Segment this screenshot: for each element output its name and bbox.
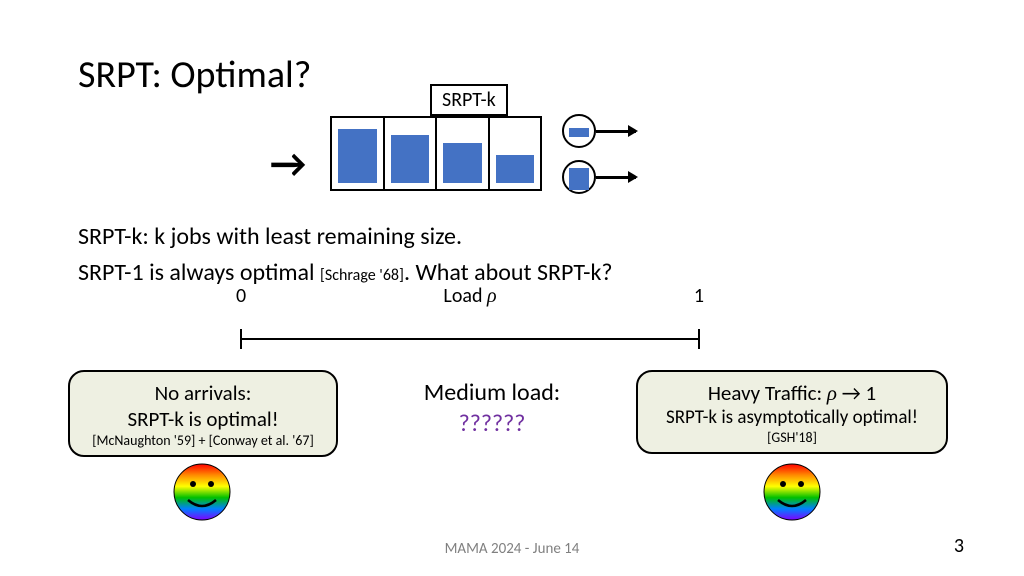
axis-line [240,338,700,340]
arrow-out-icon [596,130,636,133]
arrow-out-icon [596,176,636,179]
axis-tick [240,329,242,349]
callout-line: No arrivals: [80,380,326,406]
citation: [GSH'18] [648,429,936,446]
question-marks: ?????? [392,409,592,438]
callout-line: SRPT-k is optimal! [80,406,326,432]
text: Medium load: [392,378,592,407]
footer-text: MAMA 2024 - June 14 [445,540,580,558]
text: Heavy Traffic: [708,380,827,406]
queue-diagram: SRPT-k → [280,90,710,210]
axis-tick-label-1: 1 [694,284,704,308]
axis-tick [698,329,700,349]
page-number: 3 [954,534,964,558]
text: → 1 [837,380,876,406]
queue-bar [443,143,482,183]
rho-symbol: ρ [827,382,837,406]
slide-title: SRPT: Optimal? [78,52,311,98]
body-line-1: SRPT-k: k jobs with least remaining size… [78,222,462,251]
citation: [McNaughton '59] + [Conway et al. '67] [80,432,326,449]
callout-line: SRPT-k is asymptotically optimal! [648,406,936,429]
arrow-in-icon: → [270,144,306,184]
server-chip [569,168,589,190]
smiley-icon [762,462,822,522]
queue-bar [496,155,535,183]
queue-slot [488,118,541,189]
load-axis: 0 Load ρ 1 [240,312,700,340]
axis-tick-label-0: 0 [236,284,246,308]
server-top [562,114,596,148]
callout-line: Heavy Traffic: ρ → 1 [648,380,936,406]
text: Load [443,284,487,308]
callout-no-arrivals: No arrivals: SRPT-k is optimal! [McNaugh… [68,370,338,457]
text: . What about SRPT-k? [404,258,613,287]
smiley-icon [172,462,232,522]
queue-bar [338,129,377,183]
text: SRPT-1 is always optimal [78,258,320,287]
server-bottom [562,160,596,194]
rho-symbol: ρ [487,284,497,307]
srpt-k-label: SRPT-k [430,84,508,116]
queue-slot [435,118,488,189]
queue-slot [330,118,383,189]
server-chip [569,128,589,137]
queue-box [330,116,542,191]
citation: [Schrage '68] [320,266,404,285]
medium-load-text: Medium load: ?????? [392,378,592,438]
queue-slot [383,118,436,189]
body-line-2: SRPT-1 is always optimal [Schrage '68]. … [78,258,613,287]
callout-heavy-traffic: Heavy Traffic: ρ → 1 SRPT-k is asymptoti… [636,370,948,454]
queue-bar [391,135,430,183]
axis-title: Load ρ [443,284,496,308]
